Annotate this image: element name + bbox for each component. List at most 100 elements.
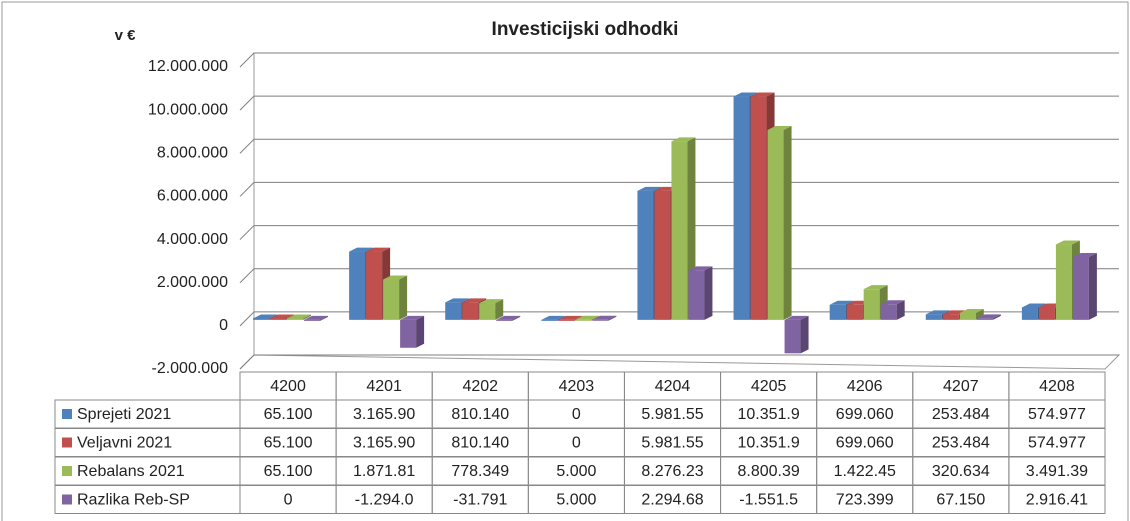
grid-line (239, 138, 1119, 154)
bar-face (495, 299, 504, 320)
bar-face (479, 303, 496, 320)
x-tick-label: 4207 (943, 378, 979, 395)
table-value: 3.165.90 (353, 435, 415, 452)
bar-face (1088, 252, 1097, 320)
legend-swatch (62, 437, 72, 448)
bar-face (1038, 307, 1055, 320)
bar-face (479, 299, 504, 304)
bar-face (575, 319, 592, 321)
bar-face (925, 314, 942, 320)
table-value: 699.060 (836, 435, 894, 452)
bar-face (846, 304, 863, 320)
table-value: 5.000 (556, 463, 596, 480)
grid-line (239, 52, 1119, 68)
bar (784, 315, 809, 354)
table-value: 0 (572, 406, 581, 423)
legend-label: Sprejeti 2021 (77, 406, 171, 423)
table-value: 2.916.41 (1026, 492, 1088, 509)
bar (1072, 252, 1097, 320)
bar-face (637, 186, 662, 191)
grid-line (239, 268, 1119, 284)
bar-face (320, 315, 328, 321)
legend-swatch (62, 466, 72, 476)
bar (959, 308, 984, 320)
bar-face (399, 275, 408, 320)
x-tick-label: 4201 (366, 378, 402, 395)
grid-line (239, 181, 1119, 197)
table-value: 0 (572, 435, 581, 452)
bar-face (1055, 244, 1072, 320)
bar-face (704, 266, 713, 320)
y-axis-label: v € (115, 27, 137, 44)
table-value: 574.977 (1028, 435, 1086, 452)
bar-face (592, 319, 609, 321)
bar-face (462, 302, 479, 320)
table-value: 320.634 (932, 463, 990, 480)
bar (671, 137, 696, 320)
bar (767, 126, 792, 320)
bar-face (445, 302, 462, 320)
table-value: 65.100 (264, 435, 313, 452)
legend-label: Veljavni 2021 (77, 435, 172, 452)
legend-label: Razlika Reb-SP (77, 492, 190, 509)
bar-face (800, 315, 809, 354)
bar-face (863, 289, 880, 320)
table-value: 3.165.90 (353, 406, 415, 423)
table-value: 5.000 (556, 492, 596, 509)
bar-face (1021, 303, 1046, 308)
bar (383, 275, 408, 320)
table-value: 699.060 (836, 406, 894, 423)
bar-face (688, 270, 705, 320)
x-tick-label: 4205 (751, 378, 787, 395)
table-value: 253.484 (932, 406, 990, 423)
bar-face (733, 92, 758, 97)
bar-face (750, 92, 775, 97)
bar-face (304, 319, 320, 321)
bar-face (541, 315, 566, 320)
table-value: -1.551.5 (739, 492, 798, 509)
table-value: 65.100 (264, 463, 313, 480)
bar-face (558, 319, 575, 321)
table-value: 723.399 (836, 492, 894, 509)
bar-face (671, 137, 696, 142)
bar-face (366, 251, 383, 320)
bar-face (992, 314, 1001, 320)
bar (688, 266, 713, 320)
table-value: 0 (284, 492, 293, 509)
bar (400, 315, 425, 348)
table-value: 1.871.81 (353, 463, 415, 480)
table-value: 778.349 (451, 463, 509, 480)
x-tick-label: 4204 (655, 378, 691, 395)
y-tick-label: -2.000.000 (151, 360, 228, 377)
bar-face (416, 315, 425, 348)
bar-face (733, 96, 750, 320)
bar-face (959, 308, 984, 313)
bar (479, 299, 504, 320)
bar-face (1072, 252, 1097, 257)
bar-face (767, 130, 784, 320)
bar-face (959, 312, 976, 320)
bar-face (445, 298, 470, 303)
bar-face (496, 315, 521, 320)
x-tick-label: 4202 (462, 378, 498, 395)
y-tick-label: 12.000.000 (148, 58, 228, 75)
bar-face (654, 190, 671, 320)
bar-face (575, 315, 600, 320)
bar-face (400, 319, 417, 348)
table-value: 2.294.68 (641, 492, 703, 509)
bar-face (880, 304, 897, 320)
bar-face (750, 96, 767, 320)
bar-face (287, 318, 303, 320)
bar (592, 315, 617, 321)
bar-face (829, 300, 854, 305)
bar-face (767, 126, 792, 131)
bar-face (462, 298, 487, 303)
bar-face (592, 315, 617, 320)
bar-face (349, 247, 374, 252)
table-cell (1008, 485, 1106, 514)
table-value: 1.422.45 (834, 463, 896, 480)
bar-face (784, 315, 809, 320)
table-value: 10.351.9 (737, 406, 799, 423)
